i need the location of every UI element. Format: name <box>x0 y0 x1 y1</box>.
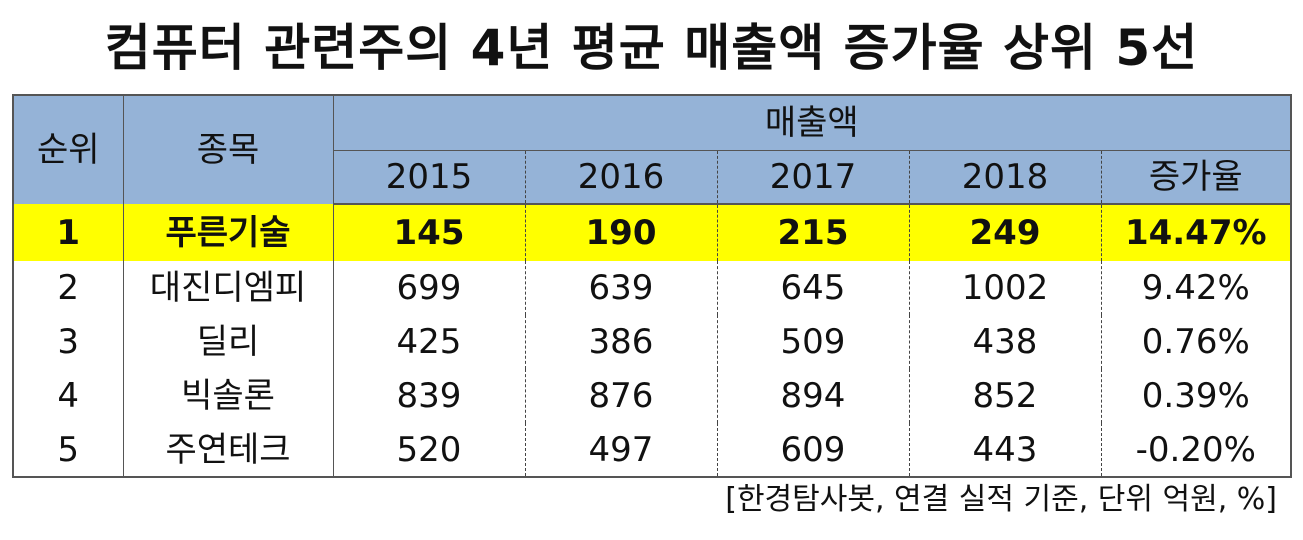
sales-growth-table: 순위 종목 매출액 2015 2016 2017 2018 증가율 1 푸른기술 1… <box>12 94 1293 478</box>
value-cell: 609 <box>717 423 910 478</box>
header-sales-group: 매출액 <box>333 94 1293 151</box>
value-cell: 497 <box>525 423 718 478</box>
source-note: [한경탐사봇, 연결 실적 기준, 단위 억원, %] <box>725 482 1277 517</box>
value-cell: 425 <box>333 315 526 369</box>
value-cell: 876 <box>525 369 718 423</box>
value-cell: 645 <box>717 261 910 315</box>
name-cell: 빅솔론 <box>123 369 334 423</box>
header-row-top: 순위 종목 매출액 <box>12 94 1293 204</box>
value-cell: 520 <box>333 423 526 478</box>
name-cell: 딜리 <box>123 315 334 369</box>
growth-cell: 0.39% <box>1101 369 1293 423</box>
value-cell: 249 <box>909 204 1102 261</box>
value-cell: 190 <box>525 204 718 261</box>
header-rank: 순위 <box>12 94 124 204</box>
value-cell: 438 <box>909 315 1102 369</box>
header-growth: 증가율 <box>1101 150 1293 205</box>
rank-cell: 1 <box>12 204 124 261</box>
table-row: 4 빅솔론 839 876 894 852 0.39% <box>12 369 1293 423</box>
value-cell: 839 <box>333 369 526 423</box>
growth-cell: -0.20% <box>1101 423 1293 478</box>
table-row: 1 푸른기술 145 190 215 249 14.47% <box>12 204 1293 261</box>
header-row-years: 2015 2016 2017 2018 증가율 <box>13 150 1293 205</box>
name-cell: 대진디엠피 <box>123 261 334 315</box>
table-row: 5 주연테크 520 497 609 443 -0.20% <box>12 423 1293 478</box>
table-row: 2 대진디엠피 699 639 645 1002 9.42% <box>12 261 1293 315</box>
header-year: 2015 <box>333 150 526 205</box>
value-cell: 509 <box>717 315 910 369</box>
value-cell: 1002 <box>909 261 1102 315</box>
value-cell: 894 <box>717 369 910 423</box>
value-cell: 443 <box>909 423 1102 478</box>
value-cell: 699 <box>333 261 526 315</box>
rank-cell: 3 <box>12 315 124 369</box>
header-name: 종목 <box>123 94 334 204</box>
value-cell: 215 <box>717 204 910 261</box>
header-year: 2016 <box>525 150 718 205</box>
name-cell: 주연테크 <box>123 423 334 478</box>
name-cell: 푸른기술 <box>123 204 334 261</box>
growth-cell: 0.76% <box>1101 315 1293 369</box>
chart-title: 컴퓨터 관련주의 4년 평균 매출액 증가율 상위 5선 <box>104 19 1199 77</box>
table-row: 3 딜리 425 386 509 438 0.76% <box>12 315 1293 369</box>
rank-cell: 5 <box>12 423 124 478</box>
value-cell: 852 <box>909 369 1102 423</box>
growth-cell: 14.47% <box>1101 204 1293 261</box>
rank-cell: 4 <box>12 369 124 423</box>
header-year: 2018 <box>909 150 1102 205</box>
growth-cell: 9.42% <box>1101 261 1293 315</box>
value-cell: 386 <box>525 315 718 369</box>
value-cell: 639 <box>525 261 718 315</box>
header-year: 2017 <box>717 150 910 205</box>
value-cell: 145 <box>333 204 526 261</box>
rank-cell: 2 <box>12 261 124 315</box>
